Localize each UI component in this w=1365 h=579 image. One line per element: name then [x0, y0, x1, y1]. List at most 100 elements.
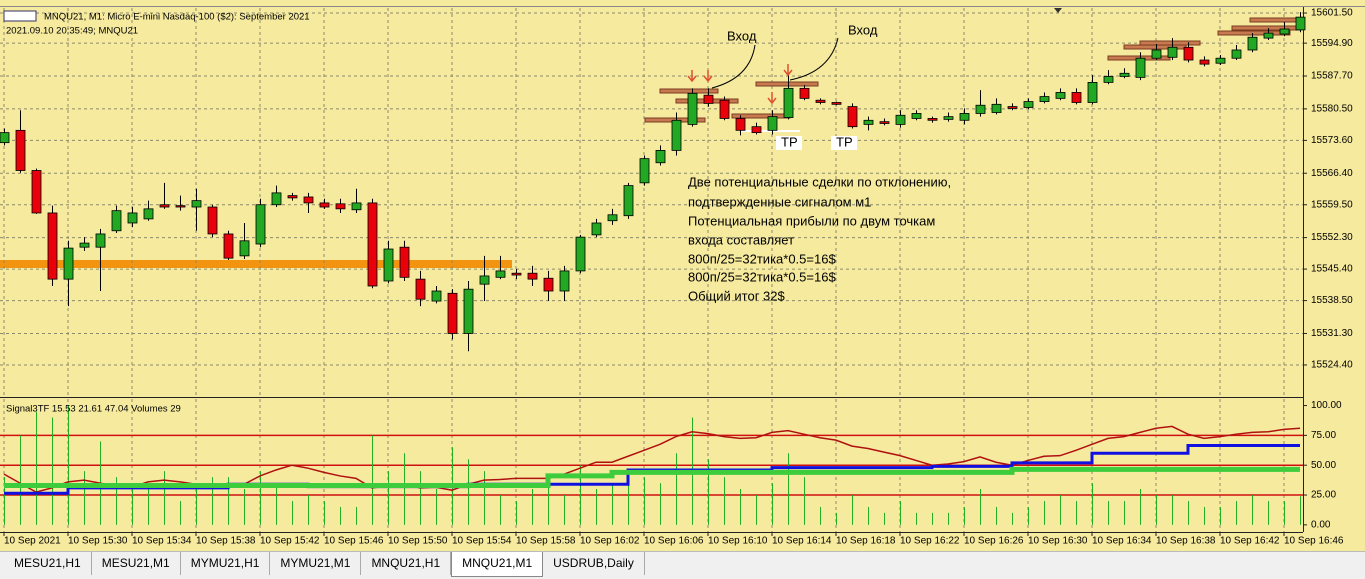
candle-body	[703, 94, 714, 104]
callout-line	[711, 44, 756, 89]
x-tick-label: 10 Sep 15:30	[68, 536, 128, 547]
candle-body	[639, 158, 650, 184]
x-tick-label: 10 Sep 15:54	[452, 536, 512, 547]
candle-body	[767, 116, 778, 131]
candle-body	[0, 132, 10, 144]
x-tick-label: 10 Sep 16:30	[1028, 536, 1088, 547]
entry-arrows	[687, 64, 793, 105]
x-tick-label: 10 Sep 15:46	[324, 536, 384, 547]
candle-body	[591, 222, 602, 236]
y-tick-label: 15531.30	[1311, 328, 1353, 339]
x-tick-label: 10 Sep 16:26	[964, 536, 1024, 547]
y2-tick-label: 25.00	[1311, 490, 1336, 501]
candle-body	[255, 204, 266, 245]
candle-body	[831, 102, 842, 105]
candle-body	[1167, 46, 1178, 58]
candle-body	[31, 170, 42, 214]
entry-label: Вход	[727, 28, 757, 43]
candle-body	[1023, 101, 1034, 108]
y-tick-label: 15580.50	[1311, 104, 1353, 115]
x-tick-label: 10 Sep 16:18	[836, 536, 896, 547]
x-tick-label: 10 Sep 15:58	[516, 536, 576, 547]
x-tick-label: 10 Sep 15:34	[132, 536, 192, 547]
candle-body	[79, 242, 90, 248]
x-tick-label: 10 Sep 15:50	[388, 536, 448, 547]
x-tick-label: 10 Sep 2021	[4, 536, 61, 547]
candle-body	[655, 150, 666, 164]
window-info: 2021.09.10 20:35:49; MNQU21	[6, 26, 138, 37]
candle-body	[607, 214, 618, 222]
x-tick-label: 10 Sep 16:42	[1220, 536, 1280, 547]
candle-body	[1231, 49, 1242, 59]
y-tick-label: 15538.50	[1311, 295, 1353, 306]
y2-tick-label: 75.00	[1311, 430, 1336, 441]
candle-body	[1295, 16, 1306, 31]
candle-body	[431, 290, 442, 302]
candle-body	[415, 278, 426, 300]
indicator-pane	[0, 405, 1303, 525]
candle-body	[15, 129, 26, 171]
y2-tick-label: 100.00	[1311, 400, 1342, 411]
y-tick-label: 15545.40	[1311, 264, 1353, 275]
chart-window: Вход Вход TP TP Две потенциальные сделки…	[0, 0, 1365, 551]
candle-body	[351, 202, 362, 211]
tab[interactable]: MYMU21,H1	[181, 552, 271, 575]
arrow	[767, 92, 777, 105]
level-bar	[1249, 17, 1301, 23]
tab[interactable]: MYMU21,M1	[270, 552, 362, 575]
candle-body	[863, 119, 874, 125]
note-line: Потенциальная прибыли по двум точкам	[688, 213, 935, 228]
y-tick-label: 15601.50	[1311, 8, 1353, 19]
chart-icon	[3, 10, 37, 22]
candle-body	[1055, 92, 1066, 99]
candle-body	[575, 236, 586, 272]
candle-body	[895, 114, 906, 125]
level-bar	[755, 81, 819, 87]
candle-body	[1279, 28, 1290, 35]
candle-body	[127, 212, 138, 224]
x-tick-label: 10 Sep 16:34	[1092, 536, 1152, 547]
candle-body	[319, 202, 330, 208]
level-bar	[659, 88, 719, 94]
note-line: 800п/25=32тика*0.5=16$	[688, 269, 836, 284]
tab[interactable]: USDRUB,Daily	[543, 552, 645, 575]
candle-body	[911, 113, 922, 119]
candle-body	[63, 247, 74, 280]
note-line: Две потенциальные сделки по отклонению,	[688, 174, 951, 189]
candle-body	[1119, 72, 1130, 77]
candle-body	[1103, 76, 1114, 83]
candle-body	[1215, 57, 1226, 64]
candle-body	[975, 104, 986, 114]
tab[interactable]: MESU21,H1	[4, 552, 92, 575]
candle-body	[927, 118, 938, 121]
candle-body	[463, 288, 474, 334]
note-line: 800п/25=32тика*0.5=16$	[688, 251, 836, 266]
note-line: подтвержденные сигналом м1	[688, 194, 871, 209]
x-tick-label: 10 Sep 16:06	[644, 536, 704, 547]
candle-body	[847, 106, 858, 128]
shift-marker	[1054, 8, 1062, 13]
candle-body	[111, 210, 122, 232]
tab[interactable]: MESU21,M1	[92, 552, 181, 575]
tab[interactable]: MNQU21,H1	[361, 552, 452, 575]
candle-body	[671, 119, 682, 151]
y-tick-label: 15552.30	[1311, 232, 1353, 243]
candle-body	[959, 113, 970, 121]
tab[interactable]: MNQU21,M1	[451, 552, 544, 577]
level-bar	[1217, 30, 1291, 36]
x-tick-label: 10 Sep 15:38	[196, 536, 256, 547]
candle-body	[479, 275, 490, 285]
candle-body	[399, 246, 410, 278]
indicator-line	[4, 466, 1300, 488]
candle-body	[175, 205, 186, 208]
candle-body	[1183, 46, 1194, 61]
y-tick-label: 15594.90	[1311, 38, 1353, 49]
candle-body	[543, 277, 554, 292]
y-tick-label: 15587.70	[1311, 71, 1353, 82]
candle-body	[287, 195, 298, 199]
y-tick-label: 15524.40	[1311, 360, 1353, 371]
candle-body	[1151, 49, 1162, 59]
candle-body	[191, 200, 202, 208]
candle-body	[303, 196, 314, 204]
candle-body	[47, 212, 58, 280]
